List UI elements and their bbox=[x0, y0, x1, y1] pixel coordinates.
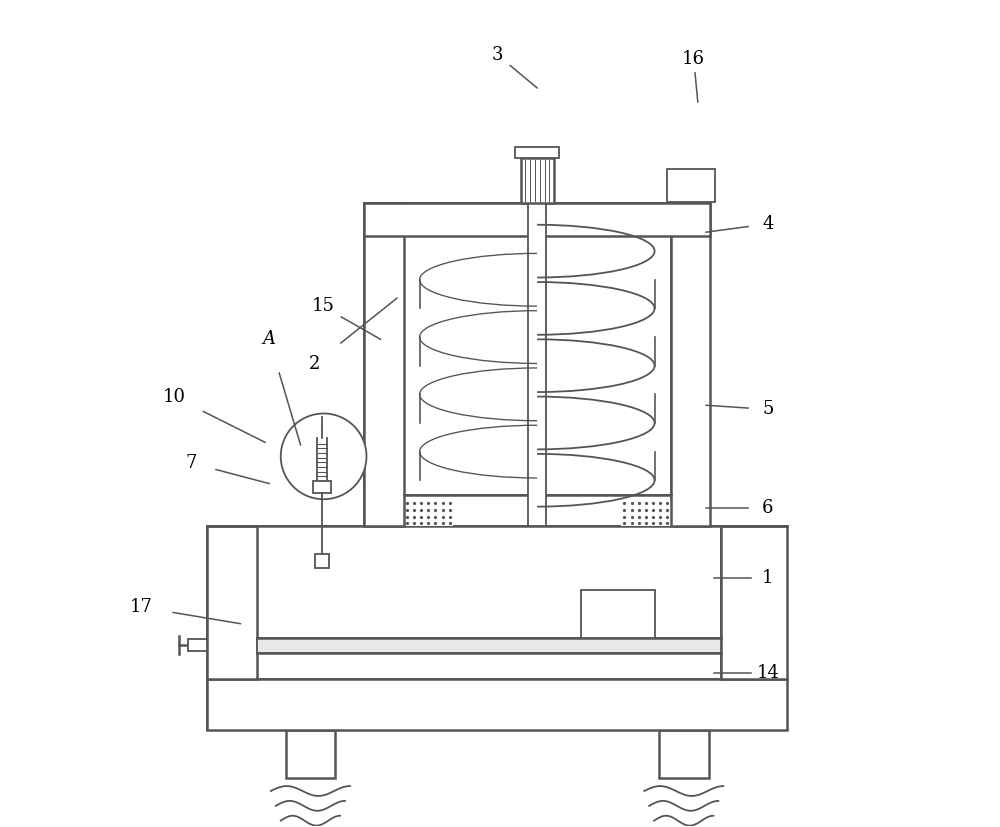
Text: 1: 1 bbox=[762, 569, 774, 587]
Bar bbox=[364, 203, 710, 237]
Bar bbox=[188, 639, 207, 651]
Text: 5: 5 bbox=[762, 400, 774, 418]
Bar bbox=[621, 500, 671, 527]
Bar bbox=[721, 527, 787, 679]
Bar bbox=[364, 203, 404, 527]
Bar bbox=[257, 527, 721, 679]
Bar bbox=[207, 679, 787, 730]
Bar bbox=[404, 500, 453, 527]
Bar bbox=[671, 203, 710, 527]
Text: 15: 15 bbox=[311, 298, 334, 315]
Text: 10: 10 bbox=[163, 388, 186, 406]
Bar bbox=[257, 638, 721, 653]
Bar bbox=[315, 553, 329, 568]
Bar bbox=[286, 730, 335, 778]
Text: 14: 14 bbox=[756, 664, 779, 682]
Bar bbox=[515, 147, 559, 158]
Bar bbox=[521, 158, 554, 203]
Text: 3: 3 bbox=[492, 46, 503, 64]
Bar bbox=[721, 527, 787, 679]
Bar bbox=[581, 590, 655, 638]
Text: 7: 7 bbox=[185, 454, 197, 472]
Text: A: A bbox=[263, 330, 276, 348]
Bar bbox=[364, 203, 710, 237]
Bar bbox=[207, 527, 257, 679]
Circle shape bbox=[281, 414, 366, 500]
Bar bbox=[313, 481, 331, 494]
Bar bbox=[671, 203, 710, 527]
Bar bbox=[364, 203, 404, 527]
Bar bbox=[667, 169, 715, 202]
Bar bbox=[528, 152, 546, 527]
Bar bbox=[207, 527, 257, 679]
Bar bbox=[207, 679, 787, 730]
Bar bbox=[404, 237, 671, 495]
Bar bbox=[659, 730, 709, 778]
Text: 4: 4 bbox=[762, 215, 774, 233]
Text: 16: 16 bbox=[682, 50, 705, 68]
Text: 17: 17 bbox=[130, 598, 153, 616]
Text: 2: 2 bbox=[309, 355, 320, 373]
Text: 6: 6 bbox=[762, 500, 774, 517]
